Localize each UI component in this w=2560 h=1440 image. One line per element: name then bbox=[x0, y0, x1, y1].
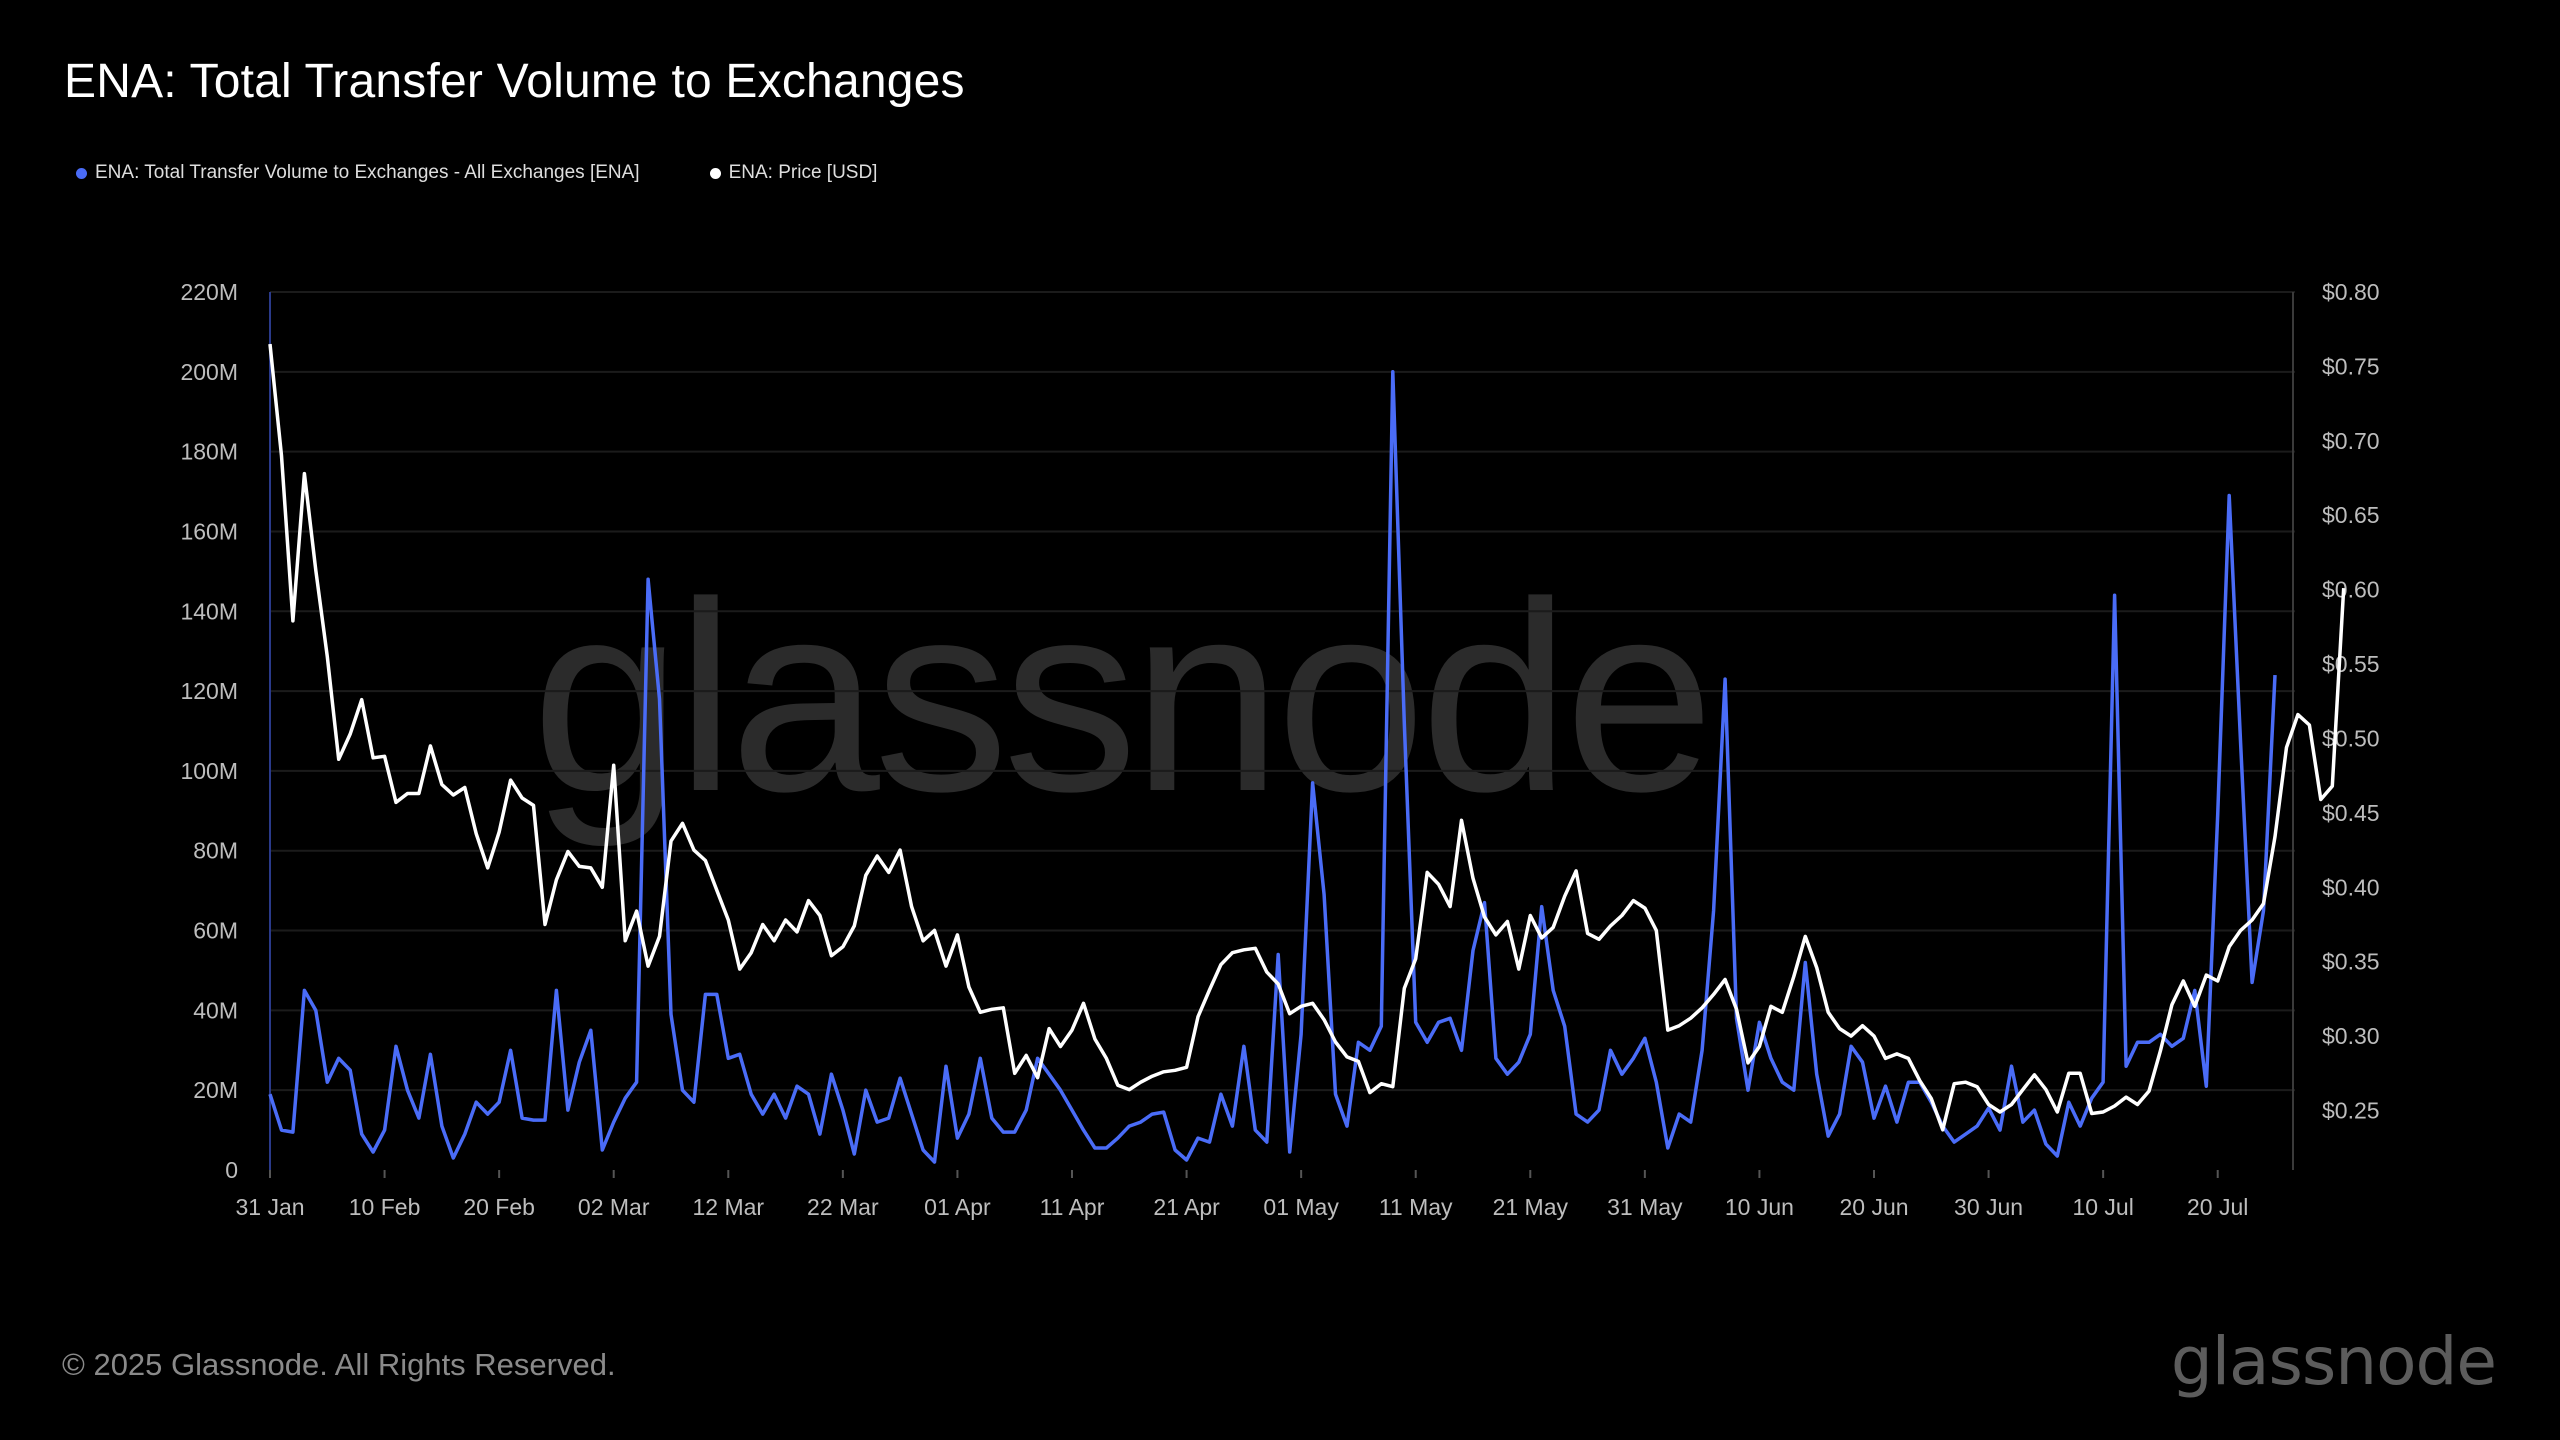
y-left-tick-label: 200M bbox=[180, 359, 238, 385]
y-left-tick-label: 60M bbox=[193, 918, 238, 944]
legend-dot-volume bbox=[76, 167, 87, 179]
y-right-tick-label: $0.40 bbox=[2322, 874, 2380, 900]
x-axis-ticks: 31 Jan 10 Feb 20 Feb 02 Mar 12 Mar 22 Mar 01 A… bbox=[235, 1170, 2248, 1220]
x-tick-label: 10 Jun bbox=[1725, 1194, 1794, 1220]
y-axis-left-ticks: 0 20M 40M 60M 80M 100M 120M 140M 160M 180M 200M 220… bbox=[180, 279, 238, 1183]
x-tick-label: 21 Apr bbox=[1153, 1194, 1220, 1220]
x-tick-label: 31 May bbox=[1607, 1194, 1683, 1220]
y-right-tick-label: $0.30 bbox=[2322, 1023, 2380, 1049]
x-tick-label: 20 Jul bbox=[2187, 1194, 2248, 1220]
y-left-tick-label: 40M bbox=[193, 997, 238, 1023]
legend-item-price[interactable]: ENA: Price [USD] bbox=[709, 162, 878, 184]
x-tick-label: 20 Jun bbox=[1839, 1194, 1908, 1220]
y-left-tick-label: 80M bbox=[193, 838, 238, 864]
x-tick-label: 31 Jan bbox=[235, 1194, 304, 1220]
y-left-tick-label: 160M bbox=[180, 518, 238, 544]
series-line-price[interactable] bbox=[268, 343, 2346, 1132]
y-right-tick-label: $0.60 bbox=[2322, 577, 2380, 603]
y-right-tick-label: $0.75 bbox=[2322, 353, 2380, 379]
legend-item-volume[interactable]: ENA: Total Transfer Volume to Exchanges … bbox=[76, 162, 640, 184]
y-right-tick-label: $0.50 bbox=[2322, 725, 2380, 751]
x-tick-label: 20 Feb bbox=[463, 1194, 535, 1220]
x-tick-label: 21 May bbox=[1493, 1194, 1569, 1220]
footer-copyright: © 2025 Glassnode. All Rights Reserved. bbox=[62, 1347, 616, 1382]
glassnode-logo[interactable]: glassnode bbox=[2170, 1323, 2497, 1400]
y-left-tick-label: 140M bbox=[180, 598, 238, 624]
x-tick-label: 12 Mar bbox=[692, 1194, 764, 1220]
y-left-tick-label: 120M bbox=[180, 678, 238, 704]
y-axis-right-ticks: $0.25 $0.30 $0.35 $0.40 $0.45 $0.50 $0.55 $0.60… bbox=[2322, 279, 2380, 1123]
x-tick-label: 11 Apr bbox=[1040, 1194, 1105, 1220]
series-layer bbox=[268, 343, 2346, 1164]
x-tick-label: 30 Jun bbox=[1954, 1194, 2023, 1220]
y-right-tick-label: $0.35 bbox=[2322, 949, 2380, 975]
y-left-tick-label: 20M bbox=[193, 1077, 238, 1103]
legend-label-price: ENA: Price [USD] bbox=[728, 162, 878, 183]
x-tick-label: 10 Jul bbox=[2072, 1194, 2133, 1220]
x-tick-label: 01 Apr bbox=[924, 1194, 991, 1220]
y-left-tick-label: 180M bbox=[180, 439, 238, 465]
gridlines bbox=[270, 291, 2295, 1092]
y-right-tick-label: $0.25 bbox=[2322, 1097, 2380, 1123]
y-left-tick-label: 0 bbox=[225, 1157, 238, 1183]
y-right-tick-label: $0.65 bbox=[2322, 502, 2380, 528]
chart-title: ENA: Total Transfer Volume to Exchanges bbox=[64, 55, 965, 108]
x-tick-label: 10 Feb bbox=[349, 1194, 421, 1220]
x-tick-label: 02 Mar bbox=[578, 1194, 650, 1220]
legend-label-volume: ENA: Total Transfer Volume to Exchanges … bbox=[95, 162, 640, 183]
legend: ENA: Total Transfer Volume to Exchanges … bbox=[76, 162, 877, 184]
x-tick-label: 22 Mar bbox=[807, 1194, 879, 1220]
y-right-tick-label: $0.55 bbox=[2322, 651, 2380, 677]
series-line-volume[interactable] bbox=[268, 370, 2277, 1164]
y-right-tick-label: $0.45 bbox=[2322, 800, 2380, 826]
x-tick-label: 01 May bbox=[1263, 1194, 1339, 1220]
y-left-tick-label: 100M bbox=[180, 758, 238, 784]
x-tick-label: 11 May bbox=[1379, 1194, 1453, 1220]
y-right-tick-label: $0.80 bbox=[2322, 279, 2380, 305]
legend-dot-price bbox=[709, 167, 721, 179]
y-left-tick-label: 220M bbox=[180, 279, 238, 305]
y-right-tick-label: $0.70 bbox=[2322, 428, 2380, 454]
